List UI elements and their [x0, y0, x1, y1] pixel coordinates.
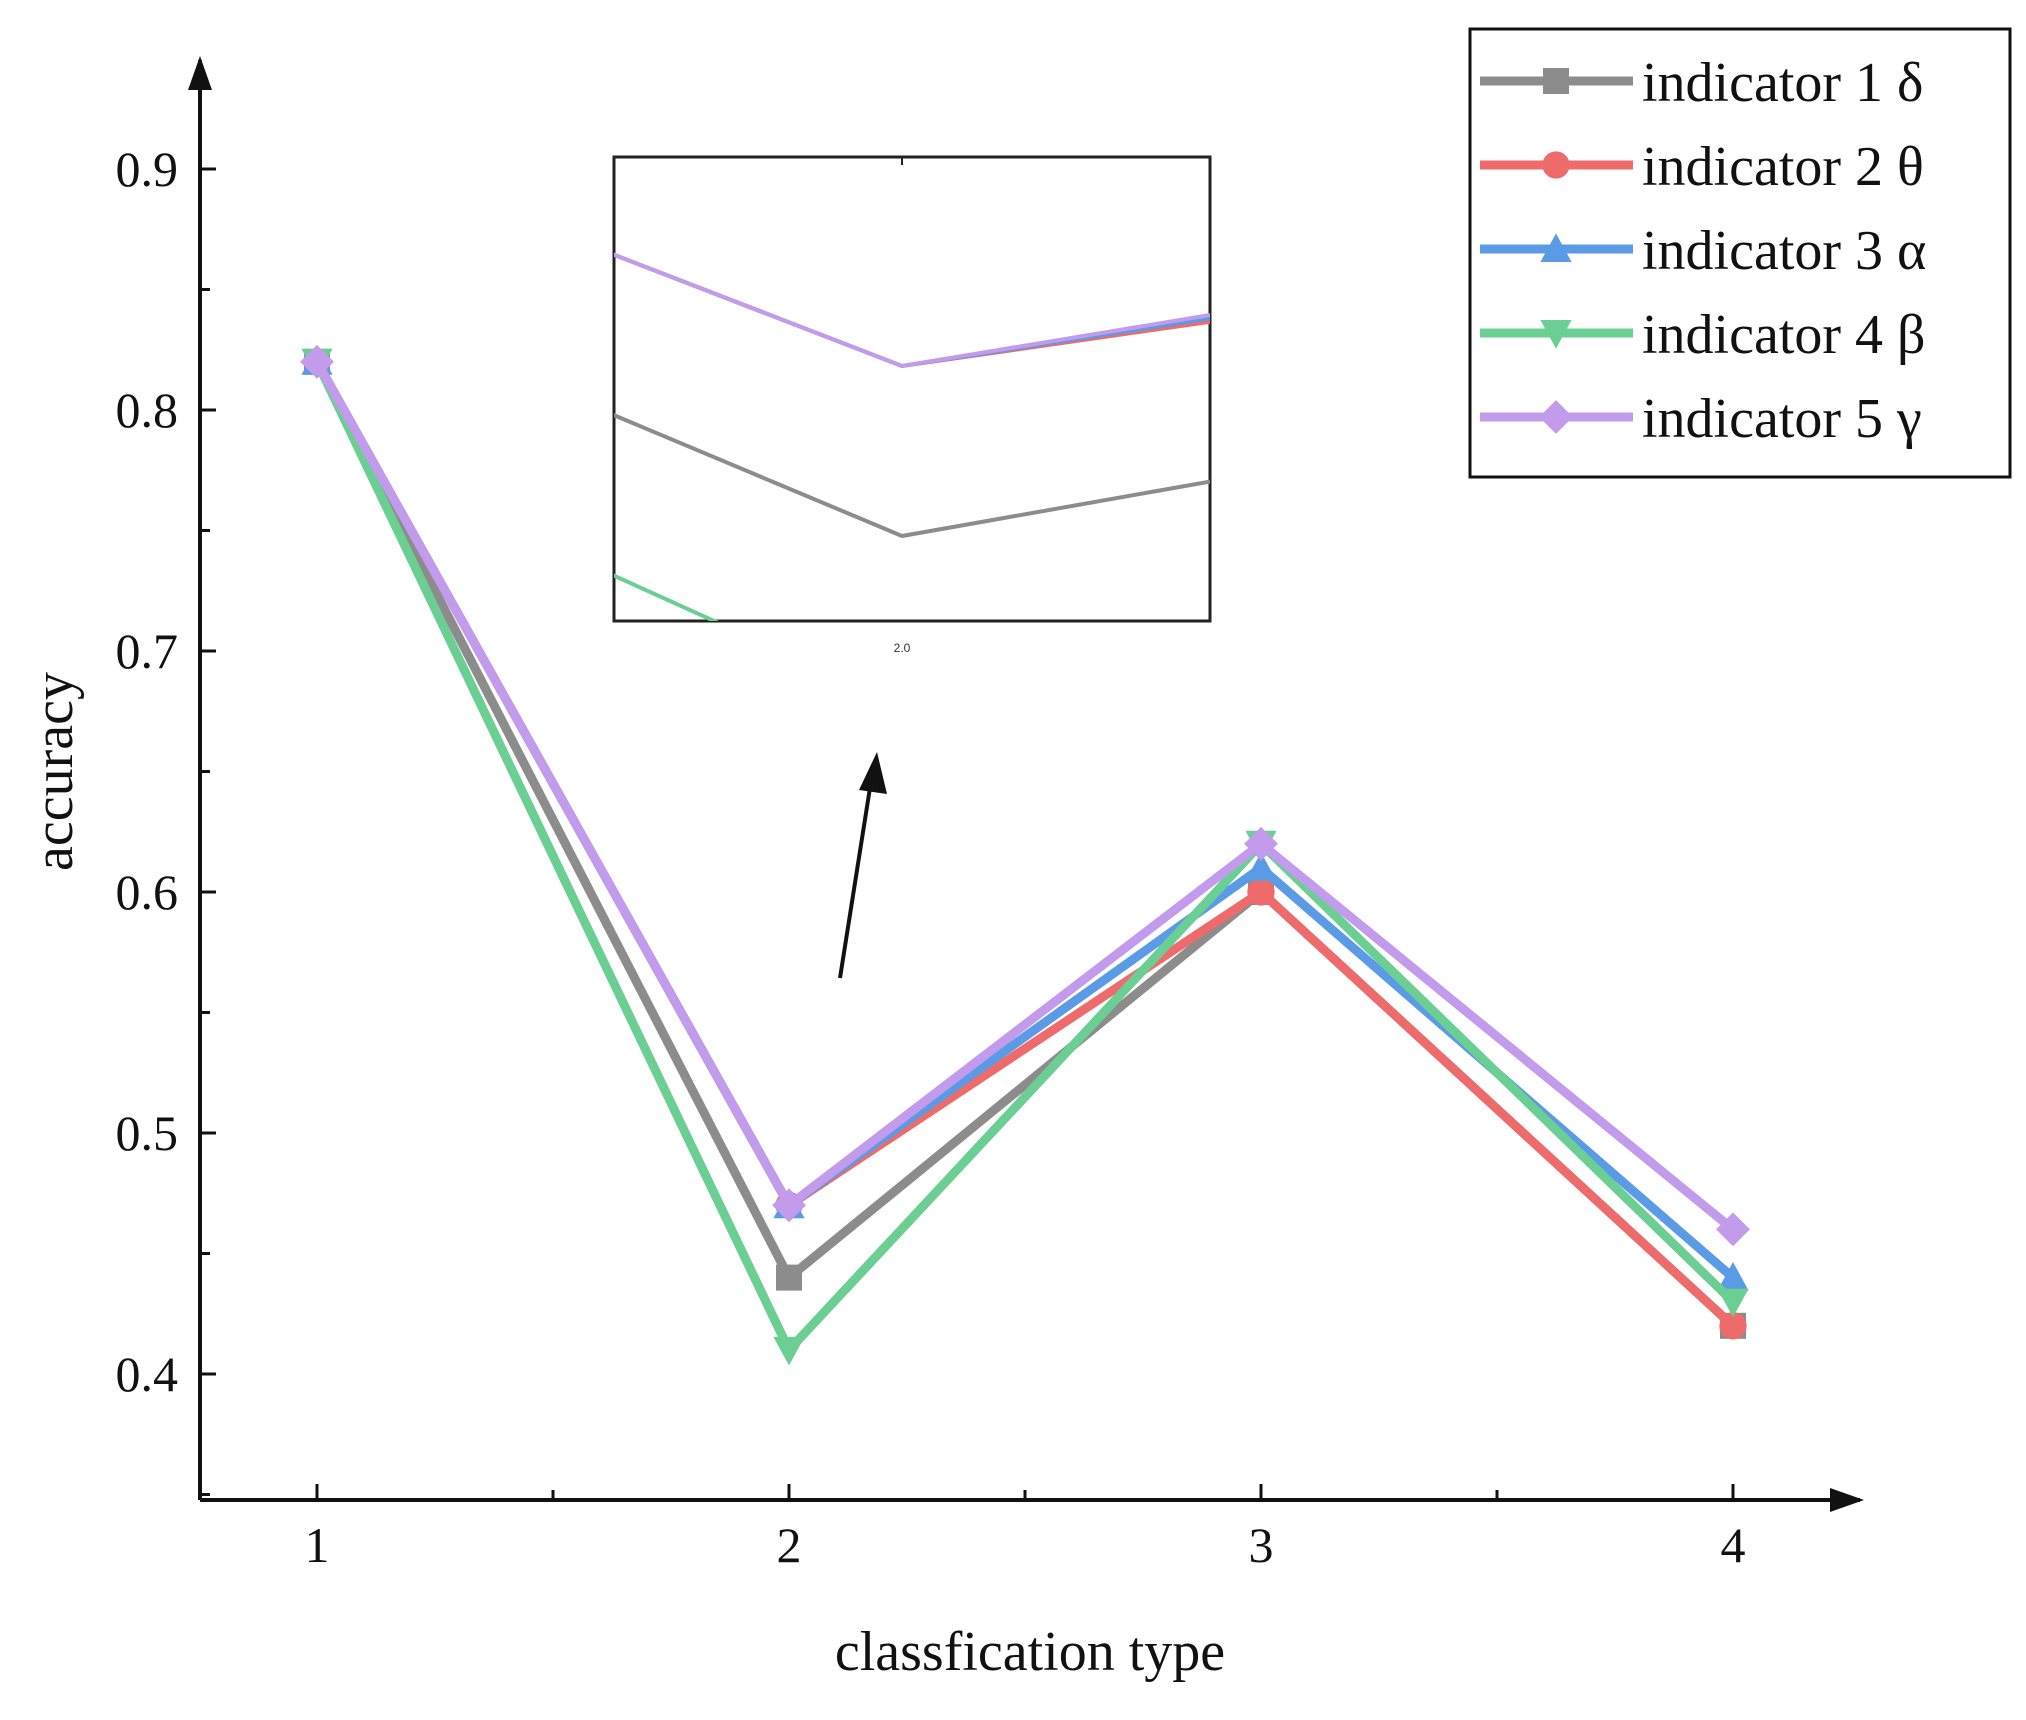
legend-label: indicator 5 γ: [1642, 388, 1922, 450]
legend-label: indicator 1 δ: [1642, 52, 1923, 114]
data-point: [772, 1188, 806, 1223]
y-axis-title: accuracy: [23, 672, 85, 871]
series-5: [300, 344, 1750, 1247]
inset-series-line-5: [614, 252, 1210, 369]
data-point: [300, 344, 334, 379]
inset-frame: [612, 155, 1212, 623]
legend-item-2: indicator 2 θ: [1480, 136, 1924, 198]
x-tick-label: 3: [1249, 1517, 1274, 1573]
x-tick-label: 1: [305, 1517, 330, 1573]
plot-area: 1 2 3 4 0.4 0.5 0.6 0.7 0.8 0.9 classfication type…: [23, 56, 1864, 1683]
inset-pointer-arrow-icon: [859, 752, 887, 794]
data-point: [1719, 1312, 1747, 1340]
x-axis-arrow-icon: [1830, 1488, 1864, 1512]
y-tick-label: 0.4: [116, 1346, 179, 1402]
inset-x-tick-label: 2.0: [894, 641, 911, 655]
legend-marker: [1540, 233, 1572, 262]
data-point: [1717, 1288, 1749, 1318]
series-line: [313, 359, 1736, 1233]
data-point: [1244, 826, 1278, 861]
y-tick-label: 0.5: [116, 1105, 179, 1161]
legend-marker: [1542, 151, 1570, 179]
legend-item-3: indicator 3 α: [1480, 220, 1926, 282]
legend-marker: [1539, 400, 1573, 434]
data-point: [1245, 852, 1277, 881]
inset-series: [614, 252, 1210, 621]
legend-item-5: indicator 5 γ: [1480, 388, 1922, 450]
legend-label: indicator 2 θ: [1642, 136, 1924, 198]
data-point: [1716, 1212, 1750, 1247]
series-line: [312, 359, 1737, 1358]
zoom-inset: 2.0: [612, 155, 1212, 655]
x-tick-label: 2: [777, 1517, 802, 1573]
y-tick-label: 0.8: [116, 382, 179, 438]
legend-item-1: indicator 1 δ: [1480, 52, 1923, 114]
data-point: [773, 1336, 805, 1366]
inset-series-line-4: [614, 573, 720, 621]
data-point: [1247, 878, 1275, 906]
legend-marker: [1540, 320, 1572, 349]
data-point: [776, 1264, 802, 1291]
x-tick-label: 4: [1721, 1517, 1746, 1573]
y-tick-label: 0.7: [116, 623, 179, 679]
legend-item-4: indicator 4 β: [1480, 304, 1926, 366]
x-axis-title: classfication type: [835, 1621, 1225, 1683]
inset-pointer-line: [838, 774, 874, 979]
legend: indicator 1 δ indicator 2 θ indicator 3 α i…: [1468, 27, 2012, 479]
data-point: [1717, 1262, 1749, 1291]
legend-label: indicator 3 α: [1642, 220, 1926, 282]
inset-series-line-1: [614, 413, 1210, 539]
y-axis-arrow-icon: [188, 56, 212, 90]
legend-marker: [1543, 68, 1569, 94]
legend-label: indicator 4 β: [1642, 304, 1926, 366]
y-tick-label: 0.6: [116, 864, 179, 920]
y-tick-label: 0.9: [116, 141, 179, 197]
